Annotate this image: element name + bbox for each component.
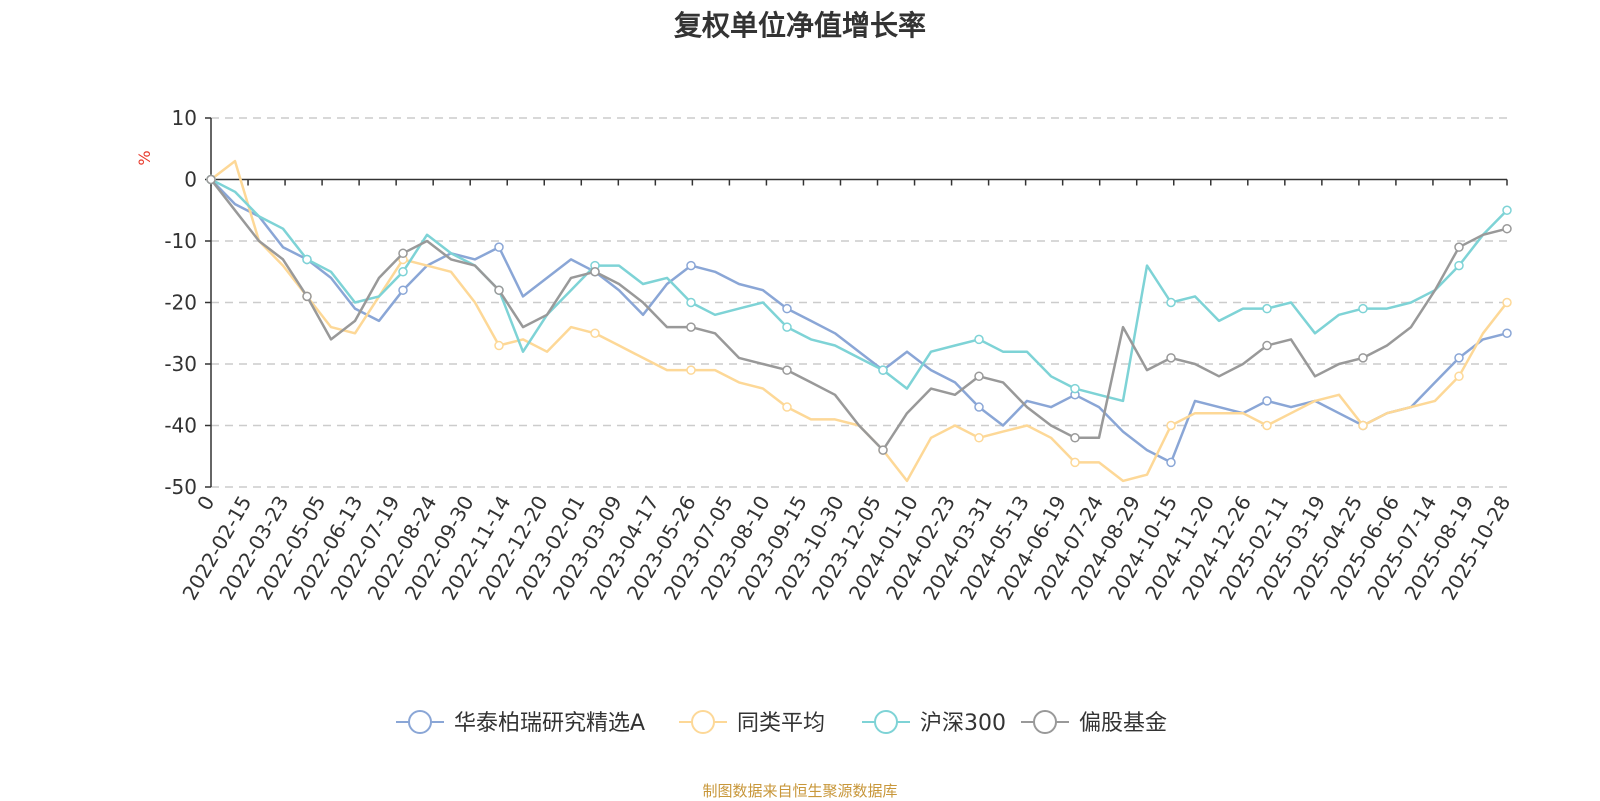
series-line-0 xyxy=(210,178,1508,464)
legend-marker-2 xyxy=(874,710,898,734)
series-1-point xyxy=(686,365,696,375)
legend-marker-1 xyxy=(691,710,715,734)
series-3-point xyxy=(590,267,600,277)
series-0-point xyxy=(974,402,984,412)
series-1-point xyxy=(1502,297,1512,308)
series-0-point xyxy=(686,260,696,271)
series-1-point xyxy=(494,340,504,351)
series-3-point xyxy=(302,291,312,302)
legend: 华泰柏瑞研究精选A 同类平均 沪深300 偏股基金 xyxy=(396,710,1167,736)
series-line-3 xyxy=(210,178,1508,452)
series-3-point xyxy=(1502,223,1512,234)
legend-marker-0 xyxy=(408,710,432,734)
y-axis-unit: % xyxy=(135,150,154,165)
legend-marker-3 xyxy=(1033,710,1057,734)
series-2-point xyxy=(686,297,696,308)
series-2-point xyxy=(1262,303,1272,314)
series-2-point xyxy=(1454,260,1464,271)
series-3-point xyxy=(1358,353,1368,363)
series-1-point xyxy=(1166,420,1176,431)
y-tick-label: 0 xyxy=(184,168,197,192)
series-2-point xyxy=(1166,297,1176,308)
series-1-point xyxy=(782,402,792,412)
series-2-point xyxy=(302,254,312,265)
series-0-point xyxy=(1502,328,1512,338)
series-3-point xyxy=(206,174,216,185)
series-3-point xyxy=(494,285,504,295)
series-0-point xyxy=(398,285,408,295)
series-3-point xyxy=(1262,340,1272,351)
series-0-point xyxy=(494,242,504,252)
y-tick-label: -30 xyxy=(164,352,197,376)
series-3-point xyxy=(1166,353,1176,363)
series-0-point xyxy=(1454,353,1464,363)
series-1-point xyxy=(590,328,600,338)
series-lines xyxy=(206,159,1512,483)
series-2-point xyxy=(878,365,888,375)
series-0-point xyxy=(1262,396,1272,406)
chart-title: 复权单位净值增长率 xyxy=(673,9,926,42)
series-3-point xyxy=(878,445,888,455)
legend-label-0: 华泰柏瑞研究精选A xyxy=(454,711,645,736)
series-1-point xyxy=(1262,420,1272,431)
series-line-1 xyxy=(210,159,1508,483)
series-1-point xyxy=(1358,420,1368,431)
axes: 100-10-20-30-40-50%02022-02-152022-03-23… xyxy=(135,106,1515,604)
y-tick-label: -20 xyxy=(164,291,197,315)
series-3-point xyxy=(782,365,792,375)
series-3-point xyxy=(974,371,984,382)
series-2-point xyxy=(782,322,792,332)
series-2-point xyxy=(398,267,408,277)
series-2-point xyxy=(974,334,984,345)
legend-label-1: 同类平均 xyxy=(737,711,825,736)
gridlines xyxy=(211,117,1507,488)
series-3-point xyxy=(398,248,408,259)
series-2-point xyxy=(1502,205,1512,215)
series-1-point xyxy=(1454,371,1464,382)
series-3-point xyxy=(1070,433,1080,443)
series-1-point xyxy=(1070,457,1080,468)
series-3-point xyxy=(1454,242,1464,252)
series-3-point xyxy=(686,322,696,332)
y-tick-label: -10 xyxy=(164,229,197,253)
series-0-point xyxy=(782,303,792,314)
y-tick-label: -50 xyxy=(164,475,197,499)
source-note: 制图数据来自恒生聚源数据库 xyxy=(702,782,898,800)
x-tick-label: 0 xyxy=(192,492,219,515)
y-tick-label: 10 xyxy=(172,106,197,130)
series-2-point xyxy=(1358,303,1368,314)
series-line-2 xyxy=(210,178,1508,403)
series-0-point xyxy=(1166,457,1176,468)
y-tick-label: -40 xyxy=(164,414,197,438)
legend-label-3: 偏股基金 xyxy=(1079,711,1167,736)
series-1-point xyxy=(974,433,984,443)
series-2-point xyxy=(1070,383,1080,394)
legend-label-2: 沪深300 xyxy=(920,711,1006,736)
